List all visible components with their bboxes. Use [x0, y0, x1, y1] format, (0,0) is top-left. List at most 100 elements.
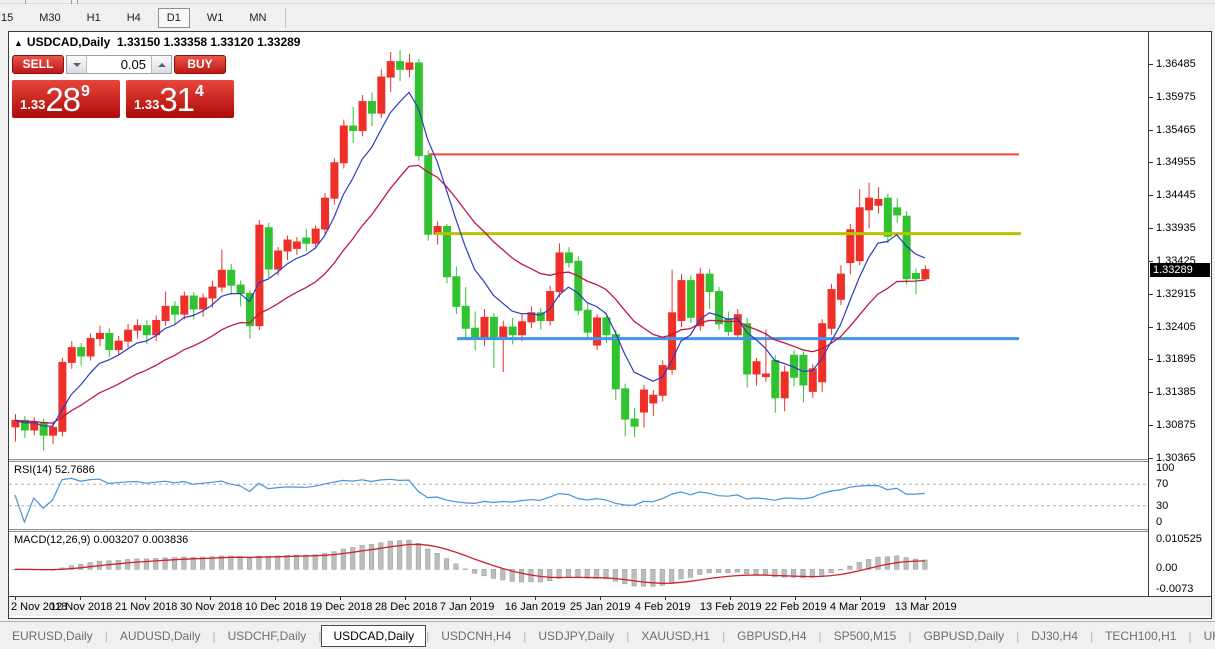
chart-tab-usdcnh-h4[interactable]: USDCNH,H4: [441, 628, 512, 643]
timeframe-button-h1[interactable]: H1: [86, 11, 101, 24]
candle-body: [170, 305, 179, 315]
macd-histogram-bar: [922, 559, 928, 570]
candle-body: [199, 297, 208, 310]
candle-body: [189, 295, 198, 310]
tab-separator: |: [818, 628, 822, 643]
rsi-axis-label: 70: [1156, 478, 1169, 491]
chart-tab-sp500-m15[interactable]: SP500,M15: [833, 628, 897, 643]
candle-body: [921, 269, 930, 280]
timeframe-toolbar: 15 M30 H1 H4 D1 W1 MN: [0, 5, 1215, 30]
candlestick-canvas[interactable]: [9, 32, 1147, 459]
macd-histogram-bar: [706, 569, 712, 574]
candle-body: [67, 347, 76, 363]
time-axis-tick: [599, 597, 601, 600]
chart-window: ▲ USDCAD,Daily 1.33150 1.33358 1.33120 1.…: [8, 31, 1212, 619]
chart-tab-usdchf-daily[interactable]: USDCHF,Daily: [227, 628, 307, 643]
macd-pane[interactable]: MACD(12,26,9) 0.003207 0.003836: [9, 532, 1147, 596]
price-axis-label: 1.34955: [1156, 156, 1196, 169]
candle-body: [508, 326, 517, 336]
macd-histogram-bar: [556, 569, 562, 579]
toolbar-icon-remnant: [25, 0, 26, 4]
volume-decrease-button[interactable]: [67, 56, 87, 73]
candle-body: [808, 368, 817, 392]
time-axis-label: 21 Nov 2018: [114, 601, 178, 613]
macd-histogram-bar: [603, 569, 609, 580]
tab-separator: |: [908, 628, 912, 643]
candle-body: [536, 312, 545, 322]
sell-price-button[interactable]: 1.33 28 9: [12, 80, 120, 118]
chart-tab-gbpusd-h4[interactable]: GBPUSD,H4: [737, 628, 807, 643]
candle-body: [20, 419, 29, 431]
rsi-pane[interactable]: RSI(14) 52.7686: [9, 462, 1147, 529]
macd-histogram-bar: [200, 556, 206, 570]
macd-histogram-bar: [125, 559, 131, 570]
macd-histogram-bar: [715, 569, 722, 573]
rsi-canvas[interactable]: [9, 462, 1147, 529]
chart-tab-audusd-daily[interactable]: AUDUSD,Daily: [119, 628, 201, 643]
candle-body: [39, 421, 48, 436]
slow-ma-line: [14, 164, 925, 424]
collapse-panel-icon[interactable]: ▲: [14, 38, 23, 48]
chart-tab-xauusd-h1[interactable]: XAUUSD,H1: [641, 628, 711, 643]
timeframe-button-mn[interactable]: MN: [249, 11, 267, 24]
macd-histogram-bar: [622, 569, 628, 585]
timeframe-button-d1[interactable]: D1: [157, 7, 190, 28]
price-axis-tick: [1149, 129, 1153, 131]
price-axis-label: 1.30365: [1156, 452, 1196, 465]
candle-body: [489, 316, 498, 338]
buy-price-button[interactable]: 1.33 31 4: [126, 80, 234, 118]
macd-label: MACD(12,26,9) 0.003207 0.003836: [14, 534, 189, 546]
candle-body: [546, 291, 555, 322]
sell-pips: 28: [45, 80, 81, 118]
macd-histogram-bar: [500, 569, 506, 581]
buy-button[interactable]: BUY: [174, 55, 226, 74]
macd-histogram-bar: [218, 555, 224, 570]
pane-splitter[interactable]: [9, 529, 1211, 532]
timeframe-button-m30[interactable]: M30: [39, 11, 61, 24]
chart-tab-gbpusd-daily[interactable]: GBPUSD,Daily: [923, 628, 1005, 643]
time-axis-tick: [404, 597, 406, 600]
price-axis-tick: [1149, 392, 1153, 394]
macd-histogram-bar: [687, 569, 693, 578]
macd-histogram-bar: [631, 569, 637, 587]
macd-canvas[interactable]: [9, 532, 1147, 596]
candle-body: [743, 323, 752, 375]
tab-separator: |: [1188, 628, 1192, 643]
chart-tab-tech100-h1[interactable]: TECH100,H1: [1105, 628, 1177, 643]
macd-histogram-bar: [293, 554, 300, 570]
macd-histogram-bar: [284, 554, 290, 570]
chevron-down-icon: [72, 62, 81, 67]
macd-histogram-bar: [209, 556, 215, 570]
timeframe-button-w1[interactable]: W1: [206, 11, 224, 24]
time-axis-label: 19 Dec 2018: [309, 601, 373, 613]
price-axis-label: 1.33935: [1156, 222, 1196, 235]
time-axis-label: 25 Jan 2019: [569, 601, 631, 613]
price-axis[interactable]: 1.36485 1.35975 1.35465 1.34955 1.34445 1.339…: [1148, 32, 1211, 616]
main-chart-area[interactable]: ▲ USDCAD,Daily 1.33150 1.33358 1.33120 1.…: [9, 32, 1147, 459]
macd-histogram-bar: [659, 569, 665, 586]
candle-body: [114, 340, 123, 351]
time-axis-tick: [664, 597, 666, 600]
time-axis-label: 13 Mar 2019: [894, 601, 957, 613]
chart-tab-eurusd-daily[interactable]: EURUSD,Daily: [12, 628, 93, 643]
volume-input[interactable]: [87, 56, 151, 73]
chart-tab-dj30-h4[interactable]: DJ30,H4: [1031, 628, 1078, 643]
chart-tab-ukc[interactable]: UKC: [1203, 628, 1215, 643]
timeframe-button-h4[interactable]: H4: [126, 11, 141, 24]
candle-body: [349, 125, 358, 132]
time-axis-label: 7 Jan 2019: [439, 601, 495, 613]
macd-histogram-bar: [443, 558, 450, 570]
volume-increase-button[interactable]: [151, 56, 171, 73]
time-axis[interactable]: 2 Nov 2018 12 Nov 2018 21 Nov 2018 30 Nov 2…: [9, 596, 1211, 616]
candle-body: [696, 273, 705, 327]
macd-histogram-bar: [772, 569, 778, 578]
candle-body: [461, 305, 470, 329]
chart-tab-usdjpy-daily[interactable]: USDJPY,Daily: [538, 628, 615, 643]
candle-body: [227, 269, 236, 286]
pane-splitter[interactable]: [9, 459, 1211, 462]
timeframe-button-15[interactable]: 15: [1, 11, 14, 24]
chart-tab-usdcad-daily[interactable]: USDCAD,Daily: [321, 624, 427, 647]
macd-histogram-bar: [312, 554, 318, 570]
sell-button[interactable]: SELL: [12, 55, 64, 74]
macd-histogram-bar: [519, 569, 525, 583]
